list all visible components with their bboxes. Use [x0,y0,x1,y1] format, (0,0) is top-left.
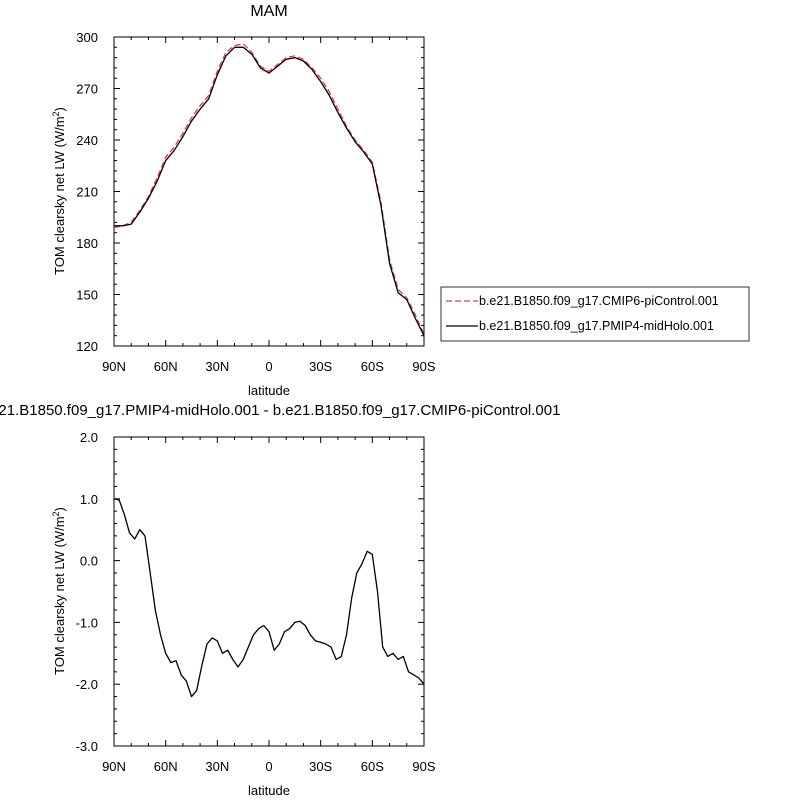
y-tick-label: 180 [76,236,98,251]
x-axis-label: latitude [248,783,290,798]
y-tick-label: 270 [76,82,98,97]
x-tick-label: 0 [265,359,272,374]
y-tick-label: -3.0 [76,739,98,754]
series-line-1 [114,46,425,336]
y-tick-label: -1.0 [76,615,98,630]
series-line-0 [113,43,425,335]
x-axis-label: latitude [248,383,290,398]
series-layer [113,43,425,336]
y-axis-label: TOM clearsky net LW (W/m2) [51,507,67,675]
chart-title: b.e21.B1850.f09_g17.PMIP4-midHolo.001 - … [0,402,560,419]
x-tick-label: 90N [102,759,126,774]
axis-ticks: 90N 60N 30N 0 30S 60S 90S -3.0 -2.0 -1.0 0.0 1.0 2.0 [76,430,436,774]
y-tick-label: -2.0 [76,677,98,692]
x-tick-label: 60S [361,759,384,774]
x-tick-label: 90N [102,359,126,374]
x-tick-label: 30S [309,759,332,774]
series-line-0 [113,498,425,698]
x-tick-label: 30S [309,359,332,374]
x-tick-label: 60N [154,359,178,374]
y-tick-label: 2.0 [80,430,98,445]
y-tick-label: 0.0 [80,554,98,569]
x-tick-label: 90S [412,759,435,774]
y-tick-label: 120 [76,339,98,354]
panel-top: MAM 90N 60N 30N 0 30S 60S 90S 120 150 180 210 240 27… [51,3,750,398]
x-tick-label: 30N [205,759,229,774]
legend: b.e21.B1850.f09_g17.CMIP6-piControl.001 … [440,286,750,342]
y-tick-label: 300 [76,30,98,45]
y-tick-label: 150 [76,288,98,303]
axis-ticks: 90N 60N 30N 0 30S 60S 90S 120 150 180 210 240 270 300 [76,30,436,374]
legend-box [440,286,750,342]
series-layer [113,498,425,698]
y-tick-label: 240 [76,133,98,148]
legend-label-picontrol: b.e21.B1850.f09_g17.CMIP6-piControl.001 [479,294,719,308]
chart-title: MAM [250,3,287,20]
legend-label-midholo: b.e21.B1850.f09_g17.PMIP4-midHolo.001 [479,319,714,333]
panel-bottom: b.e21.B1850.f09_g17.PMIP4-midHolo.001 - … [0,402,560,798]
x-tick-label: 30N [205,359,229,374]
y-axis-label: TOM clearsky net LW (W/m2) [51,107,67,275]
x-tick-label: 60S [361,359,384,374]
x-tick-label: 90S [412,359,435,374]
x-tick-label: 60N [154,759,178,774]
y-tick-label: 1.0 [80,492,98,507]
x-tick-label: 0 [265,759,272,774]
y-tick-label: 210 [76,185,98,200]
